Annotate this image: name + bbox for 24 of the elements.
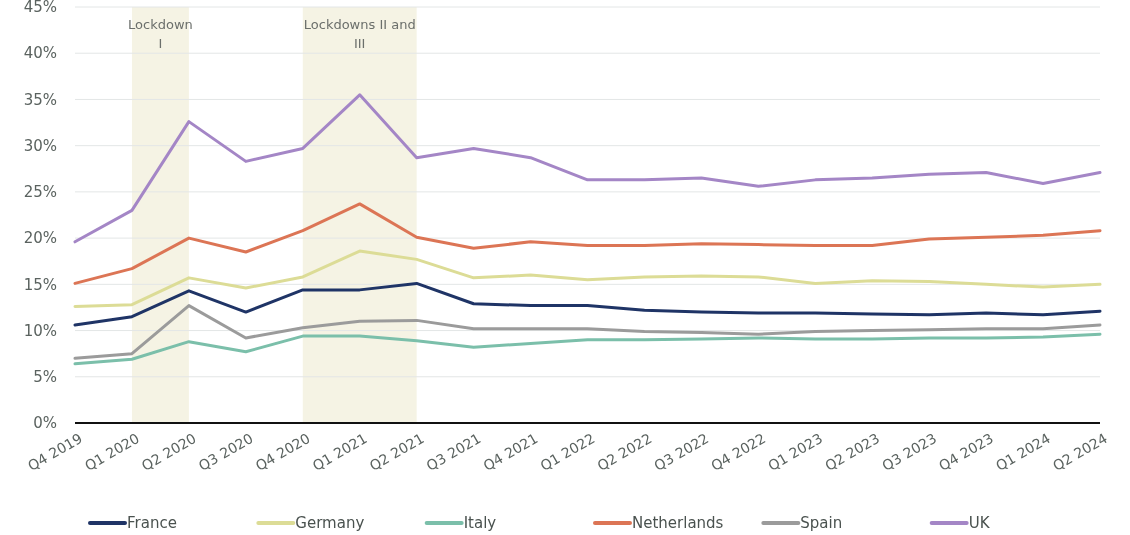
- y-tick-label: 20%: [23, 229, 57, 248]
- line-series: [73, 304, 1102, 360]
- line-series: [73, 202, 1102, 285]
- legend-label: Germany: [295, 514, 365, 533]
- line-series: [73, 281, 1102, 327]
- band-label: Lockdown I: [128, 17, 193, 51]
- line-series: [73, 332, 1102, 366]
- legend-label: France: [127, 514, 177, 533]
- y-tick-label: 25%: [23, 183, 57, 202]
- y-tick-label: 35%: [23, 90, 57, 109]
- line-series: [73, 93, 1102, 244]
- y-tick-label: 45%: [23, 0, 57, 17]
- y-tick-label: 30%: [23, 136, 57, 155]
- band-label: Lockdowns II and III: [303, 17, 416, 51]
- y-tick-label: 5%: [33, 368, 57, 387]
- y-tick-label: 40%: [23, 44, 57, 63]
- legend-label: Italy: [463, 514, 497, 533]
- y-tick-label: 15%: [23, 275, 57, 294]
- legend-label: Spain: [800, 514, 843, 533]
- y-tick-label: 0%: [33, 414, 57, 433]
- y-tick-label: 10%: [23, 321, 57, 340]
- line-series: [73, 249, 1102, 309]
- legend-label: Netherlands: [632, 514, 724, 533]
- legend-label: UK: [968, 514, 991, 533]
